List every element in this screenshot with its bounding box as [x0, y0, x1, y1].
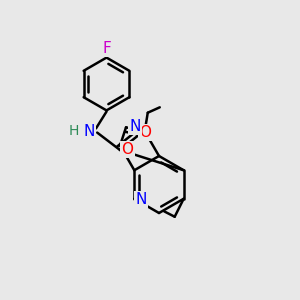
Text: F: F — [102, 41, 111, 56]
Text: N: N — [84, 124, 95, 139]
Text: O: O — [122, 142, 134, 157]
Text: N: N — [129, 119, 141, 134]
Text: H: H — [69, 124, 79, 138]
Text: N: N — [135, 192, 147, 207]
Text: O: O — [139, 125, 151, 140]
